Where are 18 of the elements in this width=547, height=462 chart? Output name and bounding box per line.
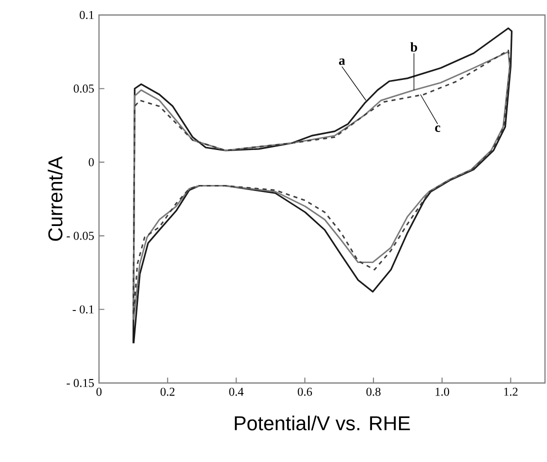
x-tick-label: 0.8: [366, 388, 381, 396]
annotation: c: [435, 126, 440, 132]
x-axis-title: Potential/V vs. RHE: [234, 416, 410, 430]
y-tick-label: 0.1: [80, 10, 94, 20]
x-tick-label: 0.2: [160, 388, 174, 396]
x-tick-label: 1.0: [436, 388, 450, 396]
x-tick-label: 0.6: [298, 388, 312, 396]
y-tick-label: 0: [88, 158, 94, 166]
y-tick-label: - 0.05: [66, 232, 94, 240]
x-tick-label: 0.4: [229, 388, 244, 396]
annotation: a: [339, 58, 346, 65]
y-tick-label: - 0.1: [72, 305, 94, 314]
x-tick-label: 0: [96, 388, 102, 396]
y-axis-title: Current/A: [48, 156, 62, 241]
annotation: b: [410, 42, 418, 52]
x-tick-label: 1.2: [504, 388, 518, 396]
y-tick-label: - 0.15: [66, 378, 94, 388]
y-tick-label: 0.05: [74, 84, 94, 93]
